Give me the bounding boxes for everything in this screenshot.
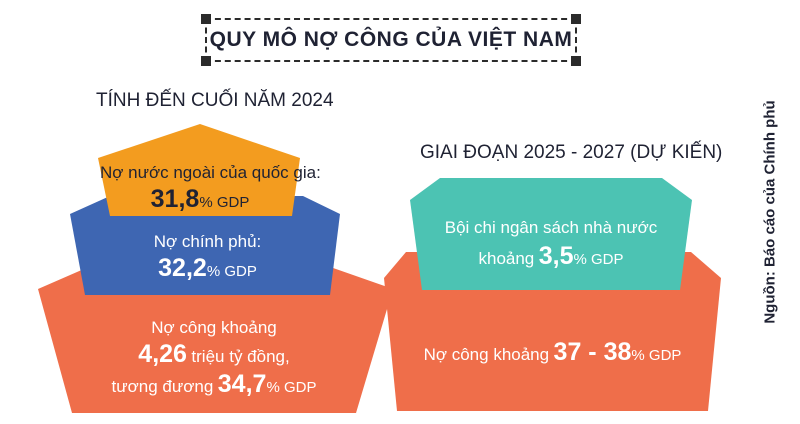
public-debt-gdp-unit: % GDP bbox=[266, 379, 317, 396]
public-debt-label: Nợ công khoảng bbox=[151, 318, 277, 337]
projected-public-debt-unit: % GDP bbox=[631, 347, 682, 364]
left-heading: TÍNH ĐẾN CUỐI NĂM 2024 bbox=[96, 90, 334, 111]
right-bottom-shape bbox=[384, 252, 721, 411]
corner-decoration bbox=[571, 56, 581, 66]
foreign-debt-value: 31,8 bbox=[150, 185, 200, 213]
left-top-shape bbox=[98, 124, 300, 216]
projected-public-debt-line: Nợ công khoảng 37 - 38% GDP bbox=[397, 338, 708, 367]
budget-deficit-unit: % GDP bbox=[573, 251, 624, 268]
foreign-debt-label: Nợ nước ngoài của quốc gia: bbox=[100, 163, 321, 182]
source-note: Nguồn: Báo cáo của Chính phủ bbox=[761, 100, 779, 324]
left-middle-shape bbox=[70, 196, 340, 295]
public-debt-amount-unit: triệu tỷ đồng, bbox=[191, 347, 290, 366]
government-debt-unit: % GDP bbox=[206, 263, 257, 280]
public-debt-amount: 4,26 bbox=[138, 340, 187, 368]
right-top-shape bbox=[410, 178, 692, 290]
budget-deficit-prefix: khoảng bbox=[478, 249, 535, 268]
right-heading: GIAI ĐOẠN 2025 - 2027 (DỰ KIẾN) bbox=[420, 142, 723, 163]
budget-deficit-value-line: khoảng 3,5% GDP bbox=[422, 242, 680, 271]
foreign-debt-value-line: 31,8% GDP bbox=[100, 185, 300, 214]
foreign-debt-unit: % GDP bbox=[199, 194, 250, 211]
projected-public-debt-prefix: Nợ công khoảng bbox=[423, 345, 550, 364]
page-title: QUY MÔ NỢ CÔNG CỦA VIỆT NAM bbox=[209, 28, 573, 51]
budget-deficit-value: 3,5 bbox=[538, 242, 574, 270]
government-debt-value: 32,2 bbox=[158, 254, 207, 282]
government-debt-label: Nợ chính phủ: bbox=[153, 232, 262, 251]
public-debt-amount-line: 4,26 triệu tỷ đồng, bbox=[72, 340, 356, 369]
public-debt-gdp-line: tương đương 34,7% GDP bbox=[72, 370, 356, 399]
corner-decoration bbox=[201, 56, 211, 66]
government-debt-value-line: 32,2% GDP bbox=[85, 254, 330, 283]
public-debt-gdp-value: 34,7 bbox=[217, 370, 267, 398]
budget-deficit-label: Bội chi ngân sách nhà nước bbox=[444, 218, 658, 237]
projected-public-debt-value: 37 - 38 bbox=[553, 338, 632, 366]
title-box: QUY MÔ NỢ CÔNG CỦA VIỆT NAM bbox=[201, 14, 581, 66]
public-debt-equivalent-label: tương đương bbox=[111, 377, 214, 396]
